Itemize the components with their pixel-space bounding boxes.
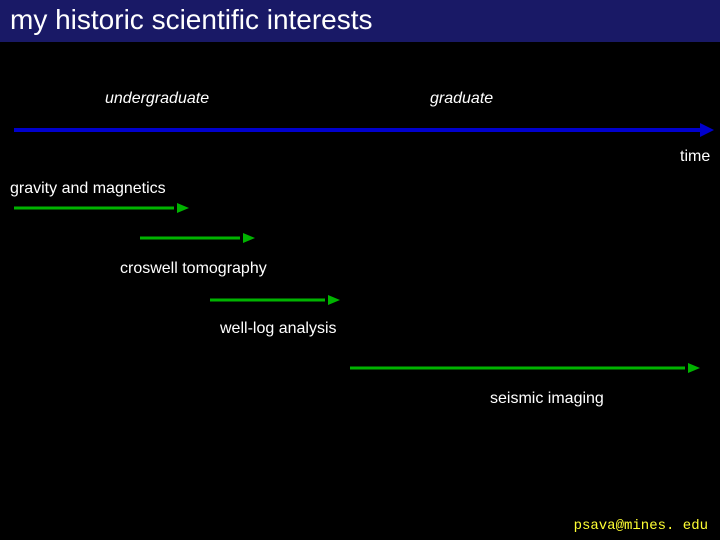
topic-arrow (210, 292, 340, 308)
topic-label: well-log analysis (220, 320, 337, 338)
slide-title: my historic scientific interests (10, 4, 710, 36)
title-bar: my historic scientific interests (0, 0, 720, 42)
topic-arrowhead (243, 233, 255, 243)
topic-label: croswell tomography (120, 260, 267, 278)
topic-label: seismic imaging (490, 390, 604, 408)
footer-email: psava@mines. edu (574, 518, 708, 534)
timeline-arrowhead (700, 123, 714, 137)
topic-arrowhead (328, 295, 340, 305)
stage-graduate: graduate (430, 90, 493, 108)
topic-arrow (350, 360, 700, 376)
topic-arrow (140, 230, 255, 246)
topic-arrowhead (177, 203, 189, 213)
topic-label: gravity and magnetics (10, 180, 166, 198)
topic-arrowhead (688, 363, 700, 373)
topic-arrow (14, 200, 189, 216)
time-label: time (680, 148, 710, 166)
timeline-arrow (14, 120, 714, 140)
stage-undergraduate: undergraduate (105, 90, 209, 108)
